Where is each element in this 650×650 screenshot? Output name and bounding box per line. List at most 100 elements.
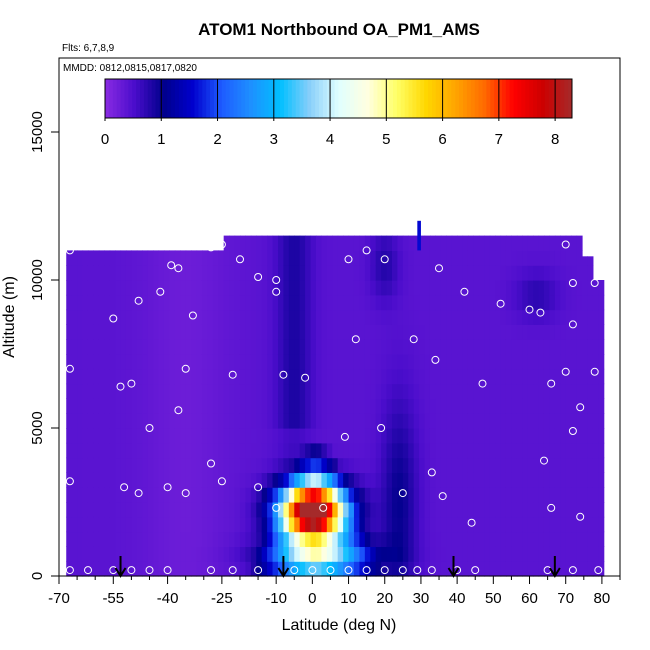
field-cell — [305, 516, 312, 533]
field-cell — [538, 235, 545, 251]
field-cell — [234, 324, 241, 340]
field-cell — [592, 442, 599, 459]
field-cell — [543, 516, 551, 533]
field-cell — [484, 398, 491, 414]
field-cell — [457, 354, 464, 370]
field-cell — [451, 531, 458, 547]
field-cell — [408, 324, 415, 340]
field-cell — [153, 561, 160, 577]
sample-point — [167, 261, 176, 270]
field-cell — [364, 368, 371, 385]
field-cell — [533, 442, 540, 459]
field-cell — [495, 546, 502, 562]
field-cell — [153, 339, 160, 355]
field-cell — [565, 502, 572, 518]
field-cell — [71, 280, 78, 296]
field-cell — [522, 457, 529, 473]
field-cell — [234, 516, 241, 533]
field-cell — [109, 250, 116, 266]
field-cell — [223, 235, 230, 251]
field-cell — [147, 472, 154, 488]
field-cell — [571, 339, 578, 355]
field-cell — [332, 309, 339, 325]
field-cell — [397, 442, 404, 459]
y-tick-label: 5000 — [29, 411, 46, 444]
field-cell — [87, 502, 94, 518]
field-cell — [582, 339, 589, 355]
field-cell — [82, 487, 89, 503]
field-cell — [120, 546, 127, 562]
field-cell — [527, 368, 534, 385]
colorbar-segment — [385, 79, 390, 118]
field-cell — [131, 502, 138, 518]
field-cell — [120, 339, 127, 355]
field-cell — [522, 309, 529, 325]
field-cell — [218, 368, 225, 385]
field-cell — [391, 368, 399, 385]
field-cell — [386, 250, 393, 266]
field-cell — [489, 280, 496, 296]
field-cell — [93, 472, 100, 488]
field-cell — [218, 383, 225, 399]
field-cell — [511, 516, 518, 533]
field-cell — [71, 546, 78, 562]
field-cell — [261, 280, 268, 296]
field-cell — [440, 457, 447, 473]
field-cell — [343, 383, 350, 399]
field-cell — [234, 368, 241, 385]
field-cell — [348, 442, 355, 459]
field-cell — [549, 502, 556, 518]
field-cell — [201, 339, 208, 355]
field-cell — [419, 413, 426, 429]
x-tick-label: 70 — [557, 590, 574, 607]
field-cell — [332, 339, 339, 355]
field-cell — [87, 294, 94, 311]
field-cell — [549, 413, 556, 429]
field-cell — [158, 339, 165, 355]
field-cell — [321, 516, 328, 533]
field-cell — [457, 502, 464, 518]
field-cell — [283, 516, 290, 533]
field-cell — [495, 413, 502, 429]
field-cell — [538, 428, 545, 444]
field-cell — [147, 383, 154, 399]
field-cell — [229, 428, 236, 444]
field-cell — [196, 561, 203, 577]
field-cell — [142, 383, 149, 399]
field-cell — [87, 472, 94, 488]
field-cell — [435, 531, 442, 547]
field-cell — [163, 561, 170, 577]
field-cell — [500, 531, 507, 547]
field-cell — [516, 413, 523, 429]
field-cell — [261, 235, 268, 251]
field-cell — [505, 309, 513, 325]
field-cell — [77, 457, 84, 473]
field-cell — [93, 546, 100, 562]
field-cell — [212, 442, 219, 459]
colorbar-tick-label: 1 — [157, 131, 165, 148]
field-cell — [174, 531, 181, 547]
field-cell — [429, 309, 437, 325]
colorbar-segment — [428, 79, 433, 118]
colorbar-segment — [311, 79, 316, 118]
field-cell — [153, 531, 160, 547]
field-cell — [267, 413, 274, 429]
field-cell — [158, 398, 165, 414]
field-cell — [223, 265, 230, 281]
x-tick-label: 10 — [340, 590, 357, 607]
field-cell — [408, 502, 415, 518]
field-cell — [370, 398, 377, 414]
field-cell — [169, 457, 176, 473]
field-cell — [478, 546, 485, 562]
field-cell — [71, 428, 78, 444]
field-cell — [321, 398, 328, 414]
field-cell — [136, 546, 143, 562]
field-cell — [136, 413, 143, 429]
field-cell — [397, 502, 404, 518]
field-cell — [82, 502, 89, 518]
flights-label: Flts: 6,7,8,9 — [62, 43, 115, 54]
field-cell — [294, 457, 301, 473]
field-cell — [429, 457, 437, 473]
field-cell — [115, 309, 122, 325]
field-cell — [381, 280, 388, 296]
